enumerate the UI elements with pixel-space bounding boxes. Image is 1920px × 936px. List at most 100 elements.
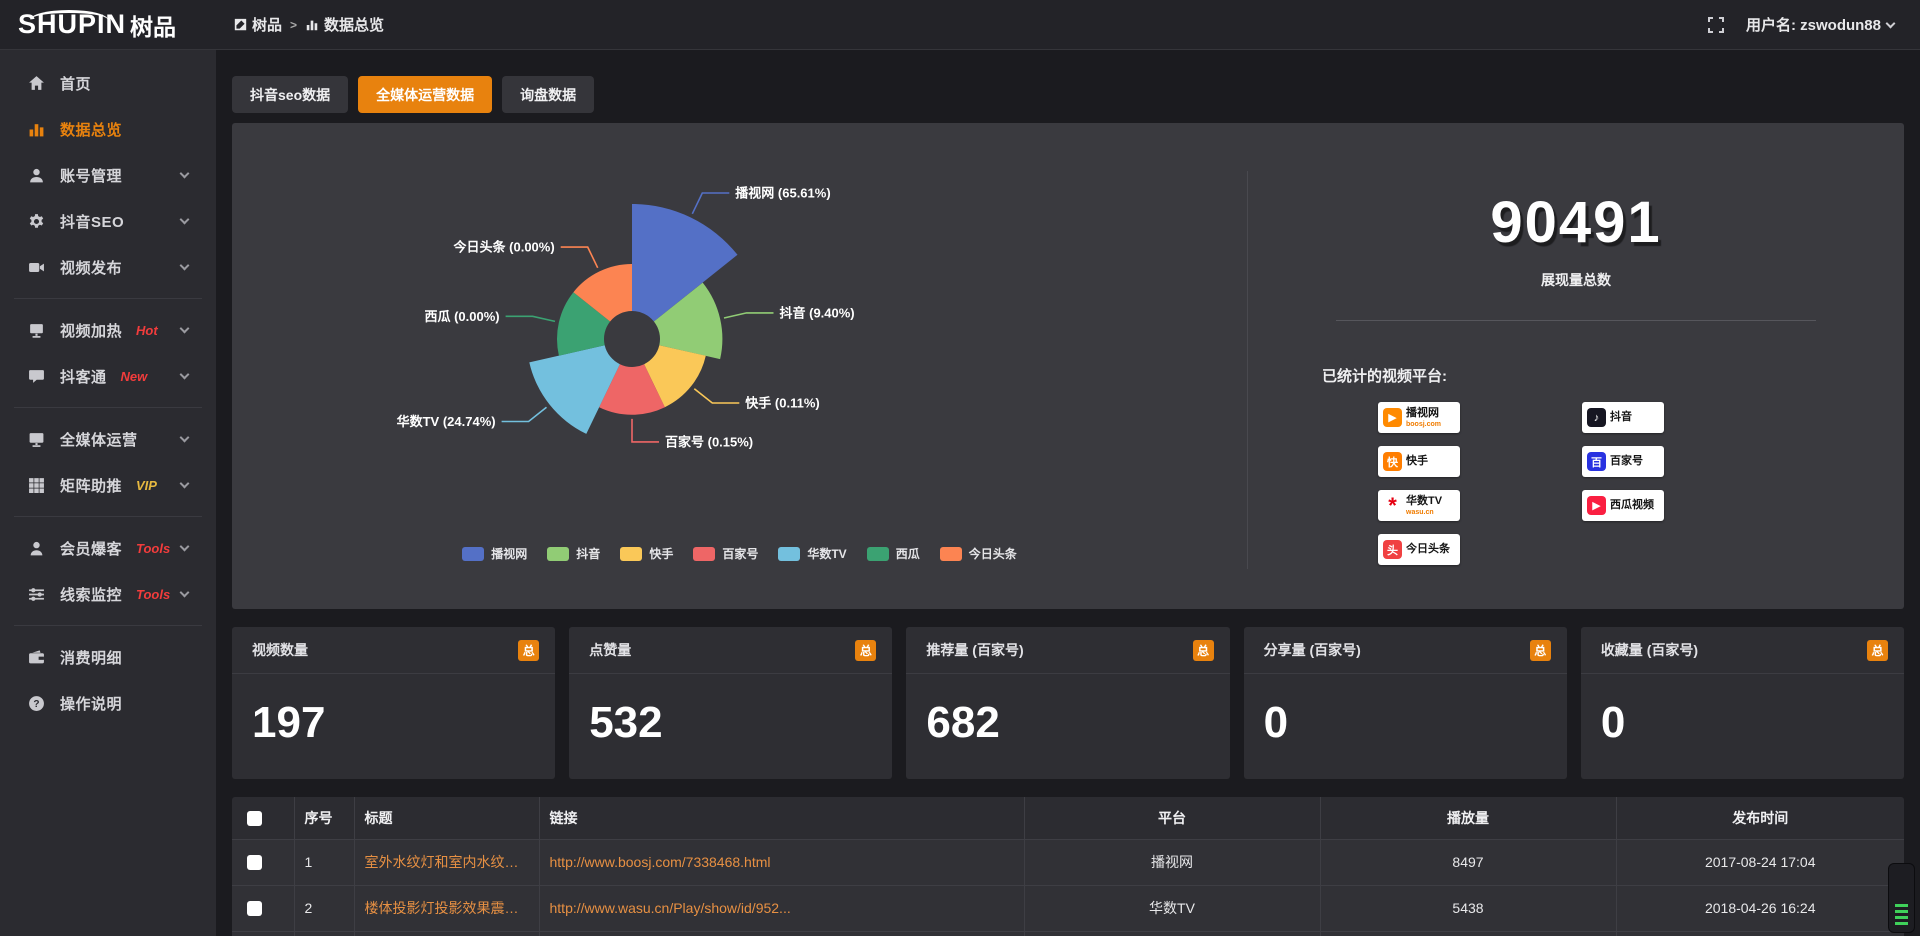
sidebar-item-label: 操作说明: [60, 695, 123, 713]
platform-badge-播视网: ▶ 播视网 boosj.com: [1378, 402, 1460, 433]
topbar: SHUPIN 树品 树品 > 数据总览 用户名: zswodun88: [0, 0, 1920, 50]
pie-label-百家号: 百家号 (0.15%): [665, 434, 753, 449]
cell-published: 2018-04-26 16:24: [1616, 885, 1904, 932]
select-all-checkbox[interactable]: [247, 811, 262, 827]
pie-slice-百家号[interactable]: [599, 364, 665, 415]
total-badge: 总: [1867, 639, 1889, 661]
sidebar-item-monitor[interactable]: 全媒体运营: [0, 416, 216, 462]
pie-label-line: [723, 312, 774, 319]
legend-label: 快手: [649, 547, 674, 561]
fullscreen-button[interactable]: [1707, 16, 1724, 33]
cell-link[interactable]: http://www.wasu.cn/Play/show/id/952...: [539, 885, 1025, 932]
legend-item-今日头条[interactable]: 今日头条: [939, 545, 1017, 562]
breadcrumb-root[interactable]: 树品: [234, 14, 282, 35]
cell-title[interactable]: 楼体投影灯投影效果震撼上市: [354, 885, 540, 932]
pie-label-line: [693, 388, 740, 404]
sidebar-item-home[interactable]: 首页: [0, 60, 216, 106]
app-square-icon: [234, 18, 247, 31]
legend-item-西瓜[interactable]: 西瓜: [866, 545, 920, 562]
legend-item-快手[interactable]: 快手: [620, 545, 673, 562]
logo-arc: [30, 9, 108, 20]
total-badge: 总: [1192, 639, 1214, 661]
table-row: 2 楼体投影灯投影效果震撼上市 http://www.wasu.cn/Play/sh…: [232, 885, 1904, 932]
pie-label-line: [505, 315, 556, 323]
stat-card-title: 点赞量: [589, 642, 632, 658]
sidebar-item-label: 全媒体运营: [60, 431, 138, 449]
grid-icon: [26, 477, 46, 494]
sidebar-item-video-camera[interactable]: 视频发布: [0, 244, 216, 290]
sidebar-divider: [14, 516, 202, 517]
rose-chart-section: 播视网 (65.61%) 抖音 (9.40%) 快手 (0.11%) 百家号 (0.1…: [232, 123, 1247, 609]
fullscreen-icon: [1707, 16, 1724, 33]
cell-title[interactable]: 室外水纹灯和室内水纹灯的区别和简介: [354, 839, 540, 886]
sidebar-item-screen[interactable]: 视频加热 Hot: [0, 307, 216, 353]
cell-link[interactable]: http://www.boosj.com/7338468.html: [539, 839, 1025, 886]
sidebar-item-bar-chart[interactable]: 数据总览: [0, 106, 216, 152]
legend-swatch: [866, 546, 889, 561]
sidebar-item-grid[interactable]: 矩阵助推 VIP: [0, 462, 216, 508]
stat-card-value: 197: [252, 698, 326, 747]
sidebar-divider: [14, 625, 202, 626]
pie-label-line: [691, 192, 730, 215]
pie-slice-抖音[interactable]: [653, 282, 723, 360]
pie-label-西瓜: 西瓜 (0.00%): [424, 309, 499, 324]
legend-item-抖音[interactable]: 抖音: [547, 545, 600, 562]
sidebar-item-sliders[interactable]: 线索监控 Tools: [0, 571, 216, 617]
chart-panel: 播视网 (65.61%) 抖音 (9.40%) 快手 (0.11%) 百家号 (0.1…: [232, 123, 1904, 609]
app-logo: SHUPIN 树品: [0, 8, 216, 42]
pie-slice-播视网[interactable]: [632, 204, 738, 322]
stat-card-value: 0: [1600, 698, 1626, 747]
stat-card-收藏量 (百家号): 收藏量 (百家号) 总 0: [1580, 627, 1905, 779]
legend-item-百家号[interactable]: 百家号: [693, 545, 758, 562]
legend-item-播视网[interactable]: 播视网: [462, 545, 527, 562]
legend-label: 百家号: [722, 547, 759, 561]
tab-item[interactable]: 抖音seo数据: [232, 76, 349, 113]
platform-name: 播视网: [1406, 406, 1439, 419]
platform-badge-抖音: ♪ 抖音: [1582, 402, 1664, 433]
platform-badge-column: ▶ 播视网 boosj.com 快快手 * 华数TV wasu.cn 头今日头条: [1378, 402, 1460, 565]
legend-item-华数TV[interactable]: 华数TV: [778, 545, 847, 562]
chevron-down-icon: [179, 587, 190, 597]
douyin-logo: ♪: [1587, 408, 1606, 427]
pie-label-快手: 快手 (0.11%): [745, 396, 819, 411]
sidebar-item-label: 数据总览: [60, 121, 123, 139]
wasu-logo: *: [1388, 492, 1397, 518]
pie-slice-华数TV[interactable]: [529, 345, 620, 434]
row-checkbox[interactable]: [247, 855, 262, 871]
legend-swatch: [693, 546, 716, 561]
sidebar-item-gear[interactable]: 抖音SEO: [0, 198, 216, 244]
pie-slice-快手[interactable]: [644, 345, 706, 408]
pie-slice-今日头条[interactable]: [573, 264, 632, 322]
pie-slice-西瓜[interactable]: [557, 292, 611, 356]
empty-cell: [1616, 931, 1904, 936]
row-checkbox[interactable]: [247, 901, 262, 917]
monitor-icon: [26, 431, 46, 448]
question-icon: ?: [26, 695, 46, 712]
breadcrumb-separator: >: [290, 17, 298, 32]
sidebar-item-question[interactable]: ? 操作说明: [0, 680, 216, 726]
sidebar-divider: [14, 298, 202, 299]
sidebar-item-chat-bubble[interactable]: 抖客通 New: [0, 353, 216, 399]
legend-label: 西瓜: [895, 547, 920, 561]
stat-card-value: 532: [589, 698, 663, 747]
user-menu[interactable]: 用户名: zswodun88: [1746, 14, 1896, 35]
pie-label-今日头条: 今日头条 (0.00%): [453, 240, 555, 255]
stat-card-header: 推荐量 (百家号) 总: [906, 627, 1230, 674]
chevron-down-icon: [179, 214, 190, 224]
bar-chart-icon: [306, 20, 318, 30]
empty-cell: [354, 931, 540, 936]
sidebar-item-label: 视频发布: [60, 259, 123, 277]
sidebar-item-user[interactable]: 账号管理: [0, 152, 216, 198]
legend-swatch: [939, 546, 962, 561]
tab-item[interactable]: 询盘数据: [502, 76, 595, 113]
wallet-icon: [26, 649, 46, 666]
empty-cell: [1320, 931, 1617, 936]
sidebar-item-person[interactable]: 会员爆客 Tools: [0, 525, 216, 571]
floating-widget[interactable]: [1888, 863, 1915, 933]
breadcrumb: 树品 > 数据总览: [234, 14, 384, 35]
tab-active[interactable]: 全媒体运营数据: [358, 76, 493, 113]
sidebar-item-wallet[interactable]: 消费明细: [0, 634, 216, 680]
platform-badge-华数TV: * 华数TV wasu.cn: [1378, 490, 1460, 521]
cell-platform: 播视网: [1024, 839, 1321, 886]
